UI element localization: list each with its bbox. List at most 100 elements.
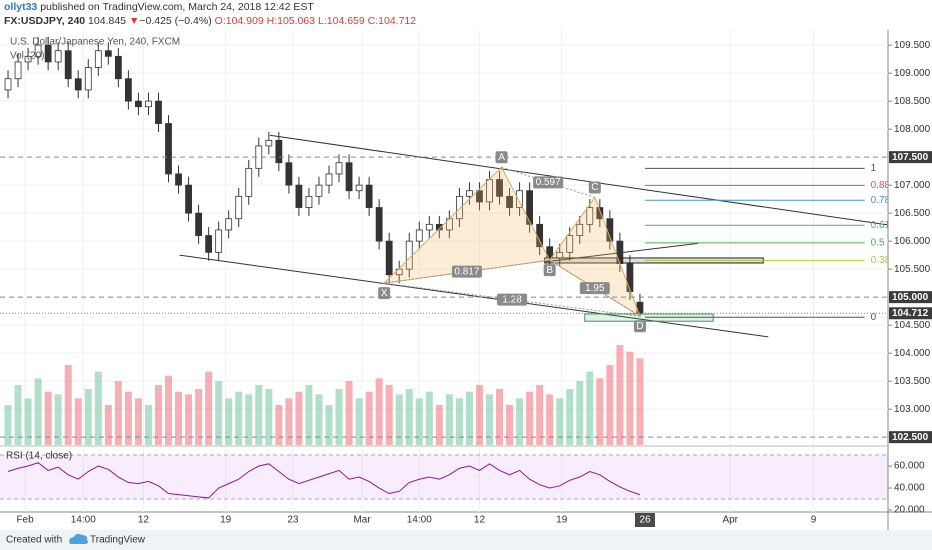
volume-bar (616, 345, 624, 445)
candle-body (425, 223, 433, 231)
ratio-box (533, 176, 564, 189)
volume-bar (64, 365, 72, 445)
candle-body (215, 229, 223, 253)
candle-body (596, 207, 604, 220)
ratio-box (451, 265, 482, 278)
rsi-y-tick-label: 20.000 (894, 505, 925, 516)
volume-bar (245, 394, 253, 445)
chart-title: U.S. Dollar/Japanese Yen, 240, FXCM (10, 37, 180, 48)
volume-bar (626, 351, 634, 445)
fib-label: 0 (871, 312, 877, 323)
x-marker-label: 26 (639, 515, 651, 526)
rsi-label: RSI (14, close) (6, 451, 72, 462)
volume-bar (556, 398, 564, 445)
volume-bar (375, 378, 383, 445)
candle-body (235, 195, 243, 220)
x-tick-label: 14:00 (71, 515, 96, 526)
volume-bar (606, 365, 614, 445)
volume-bar (74, 398, 82, 445)
volume-bar (465, 391, 473, 445)
candle-body (476, 190, 483, 203)
candle-body (124, 78, 132, 102)
candle-body (375, 207, 383, 242)
volume-bar (305, 385, 313, 445)
volume-bar (34, 378, 42, 445)
candle-body (135, 100, 142, 108)
volume-bar (395, 394, 403, 445)
fib-label: 0.618 (871, 220, 896, 231)
volume-bar (94, 371, 102, 445)
price-line-box (889, 307, 932, 320)
candle-body (455, 195, 463, 220)
volume-bar (134, 398, 142, 445)
change-arrow: ▼ (129, 15, 139, 27)
volume-bar (14, 385, 22, 445)
volume-bar (405, 389, 413, 445)
volume-bar (104, 405, 112, 445)
pattern-point-box (495, 151, 508, 164)
volume-bar (285, 398, 293, 445)
y-tick-label: 109.000 (894, 68, 931, 79)
candle-body (435, 223, 443, 231)
candle-body (14, 61, 22, 80)
volume-bar (596, 378, 604, 445)
candle-body (305, 195, 313, 208)
footer-bar (0, 530, 932, 550)
volume-bar (144, 405, 152, 445)
rsi-y-tick-label: 40.000 (894, 483, 925, 494)
volume-bar (455, 398, 463, 445)
volume-bar (54, 394, 62, 445)
volume-bar (4, 405, 12, 445)
candle-body (315, 184, 323, 197)
footer-brand[interactable]: TradingView (90, 535, 146, 546)
ratio-label: 0.817 (454, 266, 479, 277)
volume-bar (84, 389, 92, 445)
y-tick-label: 107.000 (894, 180, 931, 191)
candle-body (155, 100, 162, 124)
rsi-pane (0, 447, 888, 512)
candle-body (516, 190, 523, 208)
candle-body (205, 235, 213, 253)
high: H:105.063 (267, 15, 316, 27)
y-tick-label: 103.000 (894, 404, 931, 415)
change: −0.425 (−0.4%) (139, 15, 211, 27)
y-tick-label: 103.500 (894, 376, 931, 387)
candle-body (34, 44, 42, 57)
pattern-point-box (543, 264, 556, 277)
volume-label: Vol (20) (10, 51, 44, 62)
pattern-point-box (588, 181, 601, 194)
fib-label: 0.886 (871, 180, 896, 191)
candle-body (526, 190, 534, 225)
candle-body (195, 212, 203, 236)
candle-body (496, 179, 503, 197)
volume-bar (325, 405, 333, 445)
fib-label: 0.786 (871, 195, 896, 206)
candle-body (385, 240, 393, 276)
volume-bar (165, 375, 173, 445)
x-tick-label: 14:00 (407, 515, 432, 526)
y-tick-label: 104.000 (894, 348, 931, 359)
x-tick-label: 12 (138, 515, 150, 526)
candle-body (285, 162, 293, 186)
candle-body (165, 123, 172, 175)
candle-body (145, 100, 152, 108)
trendline (544, 242, 699, 263)
y-tick-label: 106.000 (894, 236, 931, 247)
volume-bar (536, 385, 544, 445)
volume-bar (44, 391, 52, 445)
candle-body (466, 190, 473, 197)
volume-bar (265, 389, 273, 445)
x-tick-label: 23 (287, 515, 299, 526)
price-line-box (889, 291, 932, 304)
candle-body (225, 218, 233, 231)
y-tick-label: 106.500 (894, 208, 931, 219)
y-tick-label: 105.500 (894, 264, 931, 275)
rsi-line (7, 462, 641, 499)
candle-body (365, 184, 373, 208)
price-line-label: 104.712 (892, 308, 929, 319)
rsi-y-tick-label: 60.000 (894, 461, 925, 472)
author[interactable]: ollyt33 (4, 1, 37, 13)
published: published on TradingView.com, March 24, … (40, 1, 314, 13)
candle-body (185, 184, 192, 214)
x-tick-label: 19 (220, 515, 232, 526)
